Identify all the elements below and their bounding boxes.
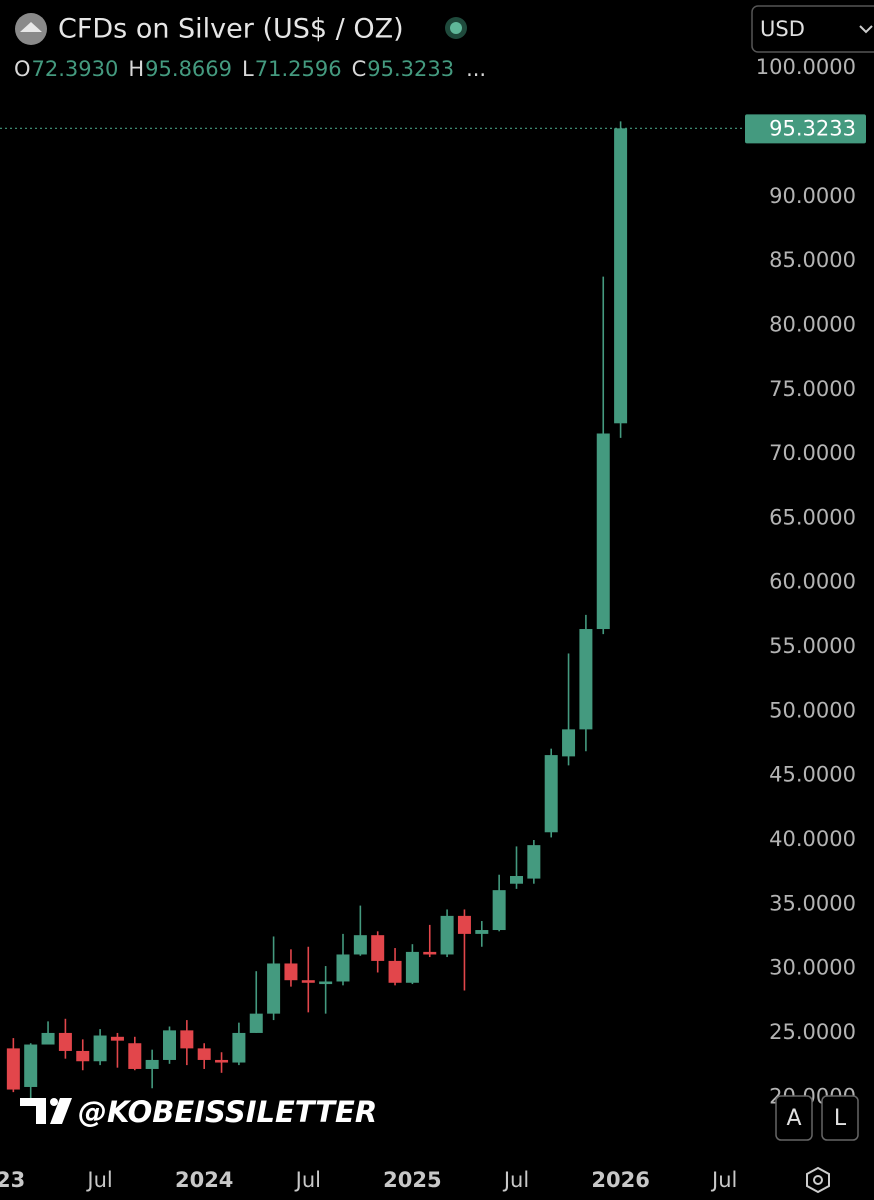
y-tick-label: 55.0000 (769, 634, 856, 658)
y-tick-label: 35.0000 (769, 891, 856, 915)
readout-key: H (128, 57, 144, 81)
x-tick-label: Jul (502, 1168, 529, 1192)
candles (6, 121, 628, 1099)
x-tick-label: Jul (85, 1168, 112, 1192)
x-tick-label: Jul (294, 1168, 321, 1192)
candle-body (336, 954, 350, 982)
candle-body (128, 1043, 142, 1069)
y-tick-label: 40.0000 (769, 827, 856, 851)
currency-select[interactable] (751, 5, 874, 53)
readout-key: O (14, 57, 31, 81)
status-dot (450, 22, 462, 34)
candle-body (232, 1032, 246, 1063)
candle-body (319, 981, 333, 985)
watermark: @KOBEISSILETTER (78, 1095, 377, 1129)
readout-key: L (242, 57, 254, 81)
auto-scale-label[interactable]: A (786, 1106, 801, 1131)
y-tick-label: 60.0000 (769, 570, 856, 594)
log-scale-label[interactable]: L (834, 1106, 847, 1131)
last-price-label: 95.3233 (769, 116, 856, 140)
candle-body (527, 845, 541, 879)
candle-body (544, 755, 558, 833)
candle-body (388, 960, 402, 983)
watermark-logo (20, 1098, 72, 1124)
candle-body (457, 915, 471, 934)
candle-body (197, 1048, 211, 1060)
candle-body (596, 433, 610, 630)
y-tick-label: 65.0000 (769, 505, 856, 529)
y-tick-label: 75.0000 (769, 377, 856, 401)
candle-body (6, 1048, 20, 1090)
y-tick-label: 100.0000 (756, 55, 856, 79)
candle-body (284, 963, 298, 981)
y-tick-label: 80.0000 (769, 312, 856, 336)
candle-body (440, 915, 454, 955)
readout-value: 95.3233 (367, 57, 454, 81)
y-tick-label: 45.0000 (769, 763, 856, 787)
candle-body (492, 890, 506, 931)
candle-body (423, 951, 437, 955)
candle-body (58, 1032, 72, 1051)
last-price-tag (745, 114, 866, 144)
candle-body (145, 1059, 159, 1069)
candle-body (579, 629, 593, 730)
candle-body (249, 1013, 263, 1033)
symbol-icon-shape (20, 22, 42, 32)
candle-body (215, 1059, 229, 1063)
candle-body (475, 930, 489, 934)
settings-icon-center (813, 1175, 823, 1185)
candle-body (353, 935, 367, 955)
x-tick-label: 2024 (175, 1168, 233, 1192)
settings-icon[interactable] (806, 1166, 830, 1194)
log-scale-button[interactable] (821, 1095, 859, 1141)
x-tick-label: 2023 (0, 1168, 25, 1192)
x-tick-label: 2026 (591, 1168, 649, 1192)
candle-body (41, 1032, 55, 1045)
y-tick-label: 25.0000 (769, 1020, 856, 1044)
candle-body (180, 1030, 194, 1049)
candle-body (371, 935, 385, 961)
y-tick-label: 70.0000 (769, 441, 856, 465)
x-tick-label: Jul (710, 1168, 737, 1192)
chart-title: CFDs on Silver (US$ / OZ) (58, 14, 404, 45)
candle-body (562, 729, 576, 757)
dropdown-arrow (859, 25, 873, 34)
candle-body (24, 1044, 38, 1087)
y-tick-label: 50.0000 (769, 698, 856, 722)
candle-body (93, 1035, 107, 1062)
x-tick-label: 2025 (383, 1168, 441, 1192)
candle-body (163, 1030, 176, 1060)
axis-layer: 20.000025.000030.000035.000040.000045.00… (0, 55, 856, 1192)
candle-body (110, 1036, 124, 1041)
readout-key: C (352, 57, 367, 81)
auto-scale-button[interactable] (775, 1095, 813, 1141)
candle-body (267, 963, 281, 1014)
ohlc-readout: O 72.3930 H 95.8669 L 71.2596 C 95.3233... (14, 57, 486, 81)
candle-body (301, 980, 315, 983)
readout-value: 71.2596 (255, 57, 342, 81)
y-tick-label: 85.0000 (769, 248, 856, 272)
y-tick-label: 90.0000 (769, 184, 856, 208)
y-tick-label: 30.0000 (769, 956, 856, 980)
readout-more: ... (466, 57, 486, 81)
candle-body (405, 951, 419, 983)
candle-body (614, 128, 628, 424)
candle-body (76, 1050, 90, 1062)
currency-label[interactable]: USD (760, 17, 805, 41)
candle-body (510, 876, 523, 884)
readout-value: 72.3930 (32, 57, 119, 81)
readout-value: 95.8669 (145, 57, 232, 81)
